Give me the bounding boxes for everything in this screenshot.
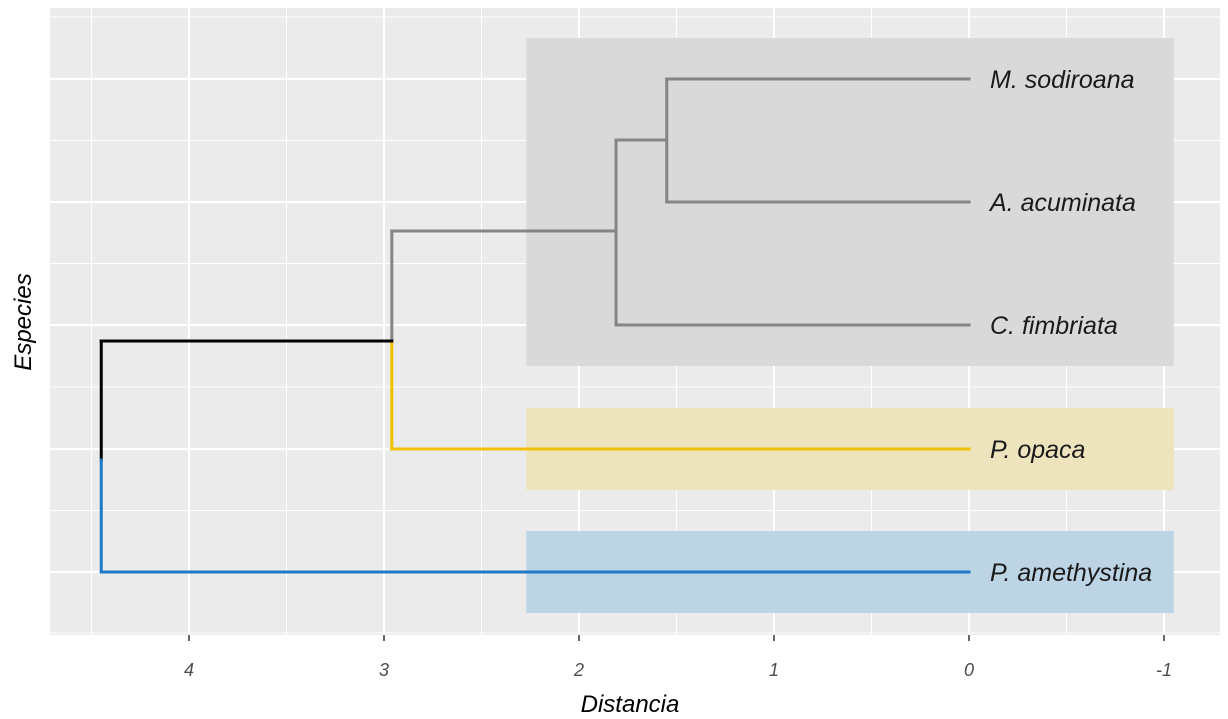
x-axis-title: Distancia <box>581 691 680 718</box>
leaf-label: A. acuminata <box>988 189 1136 217</box>
x-tick-label: 4 <box>184 660 194 680</box>
dendrogram-branches <box>99 77 971 574</box>
x-axis: 4 3 2 1 0 -1 <box>184 635 1172 680</box>
x-tick-label: 0 <box>964 660 974 680</box>
leaf-label: P. amethystina <box>990 559 1152 587</box>
x-tick-label: -1 <box>1156 660 1172 680</box>
x-tick-label: 2 <box>573 660 584 680</box>
leaf-label: C. fimbriata <box>990 312 1118 340</box>
leaf-label: P. opaca <box>990 436 1086 464</box>
leaf-labels: M. sodiroana A. acuminata C. fimbriata P. o… <box>988 66 1152 587</box>
x-tick-label: 1 <box>769 660 779 680</box>
y-axis-title: Especies <box>10 273 37 370</box>
leaf-label: M. sodiroana <box>990 66 1135 94</box>
x-tick-label: 3 <box>379 660 389 680</box>
